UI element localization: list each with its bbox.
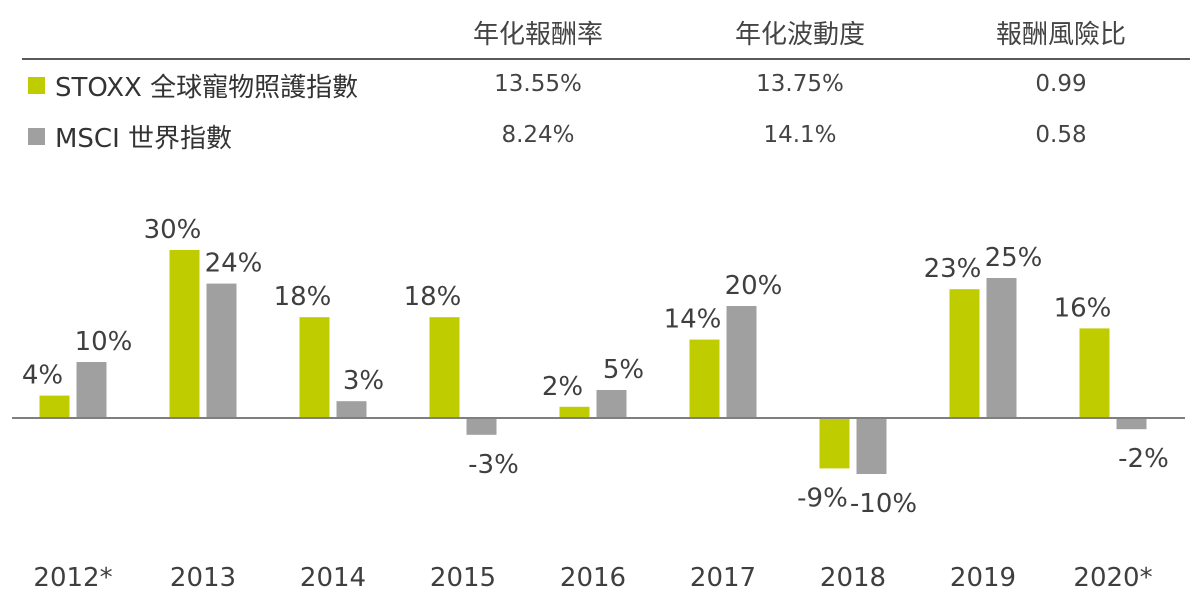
data-label-stoxx-2015: 18% — [404, 282, 462, 312]
stoxx-annual-return: 13.55% — [494, 71, 582, 97]
bar-msci-2017 — [726, 306, 757, 418]
x-tick-label-2019: 2019 — [950, 563, 1016, 593]
bar-stoxx-2017 — [689, 339, 720, 418]
msci-return-risk-ratio: 0.58 — [1035, 122, 1087, 148]
bar-msci-2018 — [856, 418, 887, 474]
data-label-stoxx-2016: 2% — [542, 372, 583, 402]
data-label-stoxx-2019: 23% — [924, 254, 982, 284]
x-tick-label-2013: 2013 — [170, 563, 236, 593]
msci-annual-volatility: 14.1% — [763, 122, 837, 148]
bar-msci-2015 — [466, 418, 497, 435]
stoxx-legend-label: STOXX 全球寵物照護指數 — [55, 73, 359, 103]
bar-msci-2013 — [206, 283, 237, 418]
x-tick-label-2014: 2014 — [300, 563, 366, 593]
bar-stoxx-2018 — [819, 418, 850, 469]
stoxx-annual-volatility: 13.75% — [756, 71, 844, 97]
x-tick-label-2018: 2018 — [820, 563, 886, 593]
header-annual-volatility: 年化波動度 — [734, 20, 865, 50]
header-return-risk-ratio: 報酬風險比 — [995, 20, 1126, 50]
data-label-stoxx-2020: 16% — [1054, 293, 1112, 323]
data-label-msci-2017: 20% — [725, 271, 783, 301]
bar-msci-2012 — [76, 362, 107, 418]
x-tick-label-2012: 2012* — [33, 563, 112, 593]
header-annual-return: 年化報酬率 — [472, 20, 603, 50]
bar-stoxx-2020 — [1079, 328, 1110, 418]
data-label-msci-2018: -10% — [850, 489, 917, 519]
stoxx-return-risk-ratio: 0.99 — [1035, 71, 1087, 97]
data-label-stoxx-2013: 30% — [144, 215, 202, 245]
data-label-msci-2020: -2% — [1118, 444, 1169, 474]
annual-returns-bar-chart: 4% 10% 2012* 30%24% 2013 18% 3% 2014 18% -3% 2015 2… — [12, 215, 1185, 593]
bar-stoxx-2016 — [559, 406, 590, 418]
bar-stoxx-2012 — [39, 395, 70, 418]
data-label-msci-2013: 24% — [205, 249, 263, 279]
data-label-msci-2015: -3% — [468, 450, 519, 480]
bar-msci-2019 — [986, 278, 1017, 418]
msci-annual-return: 8.24% — [501, 122, 575, 148]
row-label-msci: MSCI 世界指數 — [28, 118, 232, 155]
data-label-msci-2012: 10% — [75, 327, 133, 357]
bar-msci-2020 — [1116, 418, 1147, 430]
data-label-stoxx-2017: 14% — [664, 305, 722, 335]
bar-stoxx-2019 — [949, 289, 980, 418]
bar-stoxx-2013 — [169, 250, 200, 418]
header-divider — [22, 58, 1190, 60]
data-label-msci-2019: 25% — [985, 243, 1043, 273]
data-label-msci-2014: 3% — [343, 366, 384, 396]
data-label-stoxx-2014: 18% — [274, 282, 332, 312]
data-label-msci-2016: 5% — [603, 355, 644, 385]
msci-legend-swatch — [28, 128, 45, 145]
msci-legend-label: MSCI 世界指數 — [55, 124, 233, 154]
stats-table: 年化報酬率 年化波動度 報酬風險比 STOXX 全球寵物照護指數 13.55% … — [0, 0, 1200, 170]
x-tick-label-2016: 2016 — [560, 563, 626, 593]
bar-stoxx-2014 — [299, 317, 330, 418]
data-label-stoxx-2018: -9% — [797, 483, 848, 513]
x-tick-label-2017: 2017 — [690, 563, 756, 593]
bar-msci-2016 — [596, 390, 627, 418]
x-tick-label-2020: 2020* — [1073, 563, 1152, 593]
x-tick-label-2015: 2015 — [430, 563, 496, 593]
data-label-stoxx-2012: 4% — [22, 361, 63, 391]
bar-stoxx-2015 — [429, 317, 460, 418]
stoxx-legend-swatch — [28, 77, 45, 94]
bar-msci-2014 — [336, 401, 367, 418]
row-label-stoxx: STOXX 全球寵物照護指數 — [28, 67, 358, 104]
